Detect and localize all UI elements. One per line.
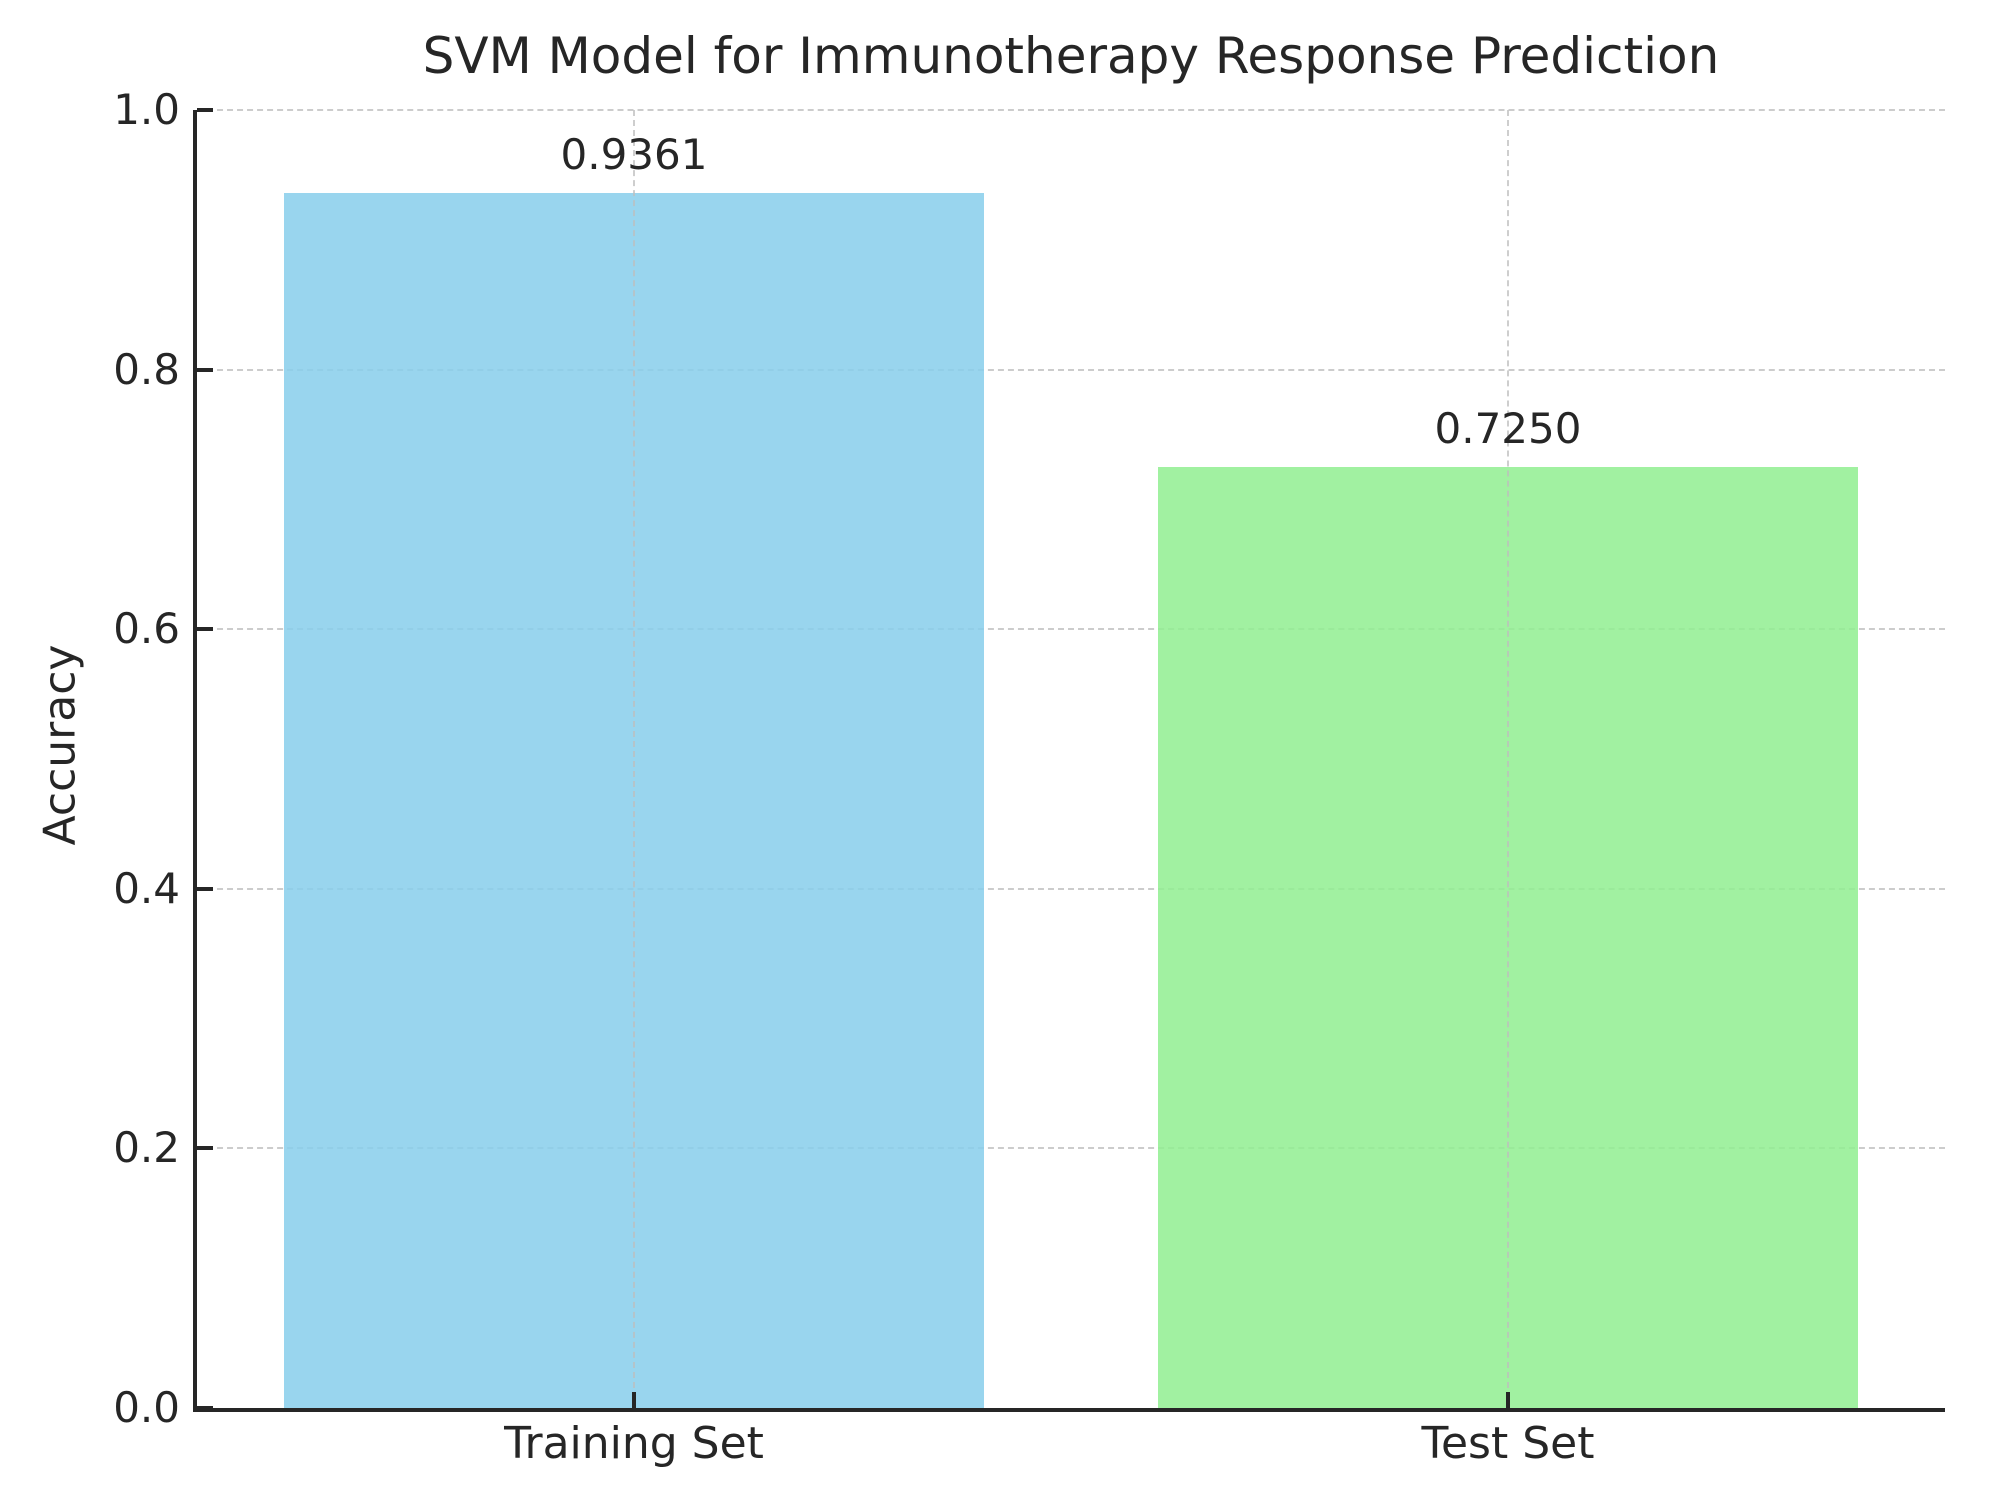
y-tick-label: 0.4 <box>113 863 180 913</box>
x-axis-tick-labels: Training Set Test Set <box>197 1422 1945 1492</box>
y-tick-label: 0.6 <box>113 604 180 654</box>
horizontal-gridline <box>197 1147 1945 1150</box>
x-tick-mark <box>1506 1392 1510 1408</box>
y-tick-mark <box>197 1406 213 1410</box>
plot-area: 0.9361 0.7250 <box>193 108 1945 1412</box>
x-tick-label: Test Set <box>1421 1418 1595 1469</box>
horizontal-gridline <box>197 368 1945 371</box>
y-tick-label: 0.2 <box>113 1123 180 1173</box>
y-tick-mark <box>197 108 213 112</box>
x-tick-mark <box>632 1392 636 1408</box>
horizontal-gridline <box>197 628 1945 631</box>
horizontal-gridline <box>197 109 1945 111</box>
y-tick-mark <box>197 367 213 372</box>
x-tick-label: Training Set <box>504 1418 764 1469</box>
y-tick-label: 0.0 <box>113 1383 180 1432</box>
bar-value-label: 0.9361 <box>560 129 708 179</box>
y-tick-mark <box>197 1146 213 1151</box>
bar-value-label: 0.7250 <box>1434 403 1582 453</box>
vertical-gridline <box>1507 110 1509 1408</box>
y-tick-mark <box>197 627 213 632</box>
y-axis-tick-labels: 0.0 0.2 0.4 0.6 0.8 1.0 <box>20 89 180 1429</box>
y-tick-mark <box>197 886 213 891</box>
y-tick-label: 1.0 <box>113 85 180 134</box>
horizontal-gridline <box>197 887 1945 890</box>
y-tick-label: 0.8 <box>113 344 180 394</box>
vertical-gridline <box>633 110 635 1408</box>
chart-title: SVM Model for Immunotherapy Response Pre… <box>422 27 1720 85</box>
